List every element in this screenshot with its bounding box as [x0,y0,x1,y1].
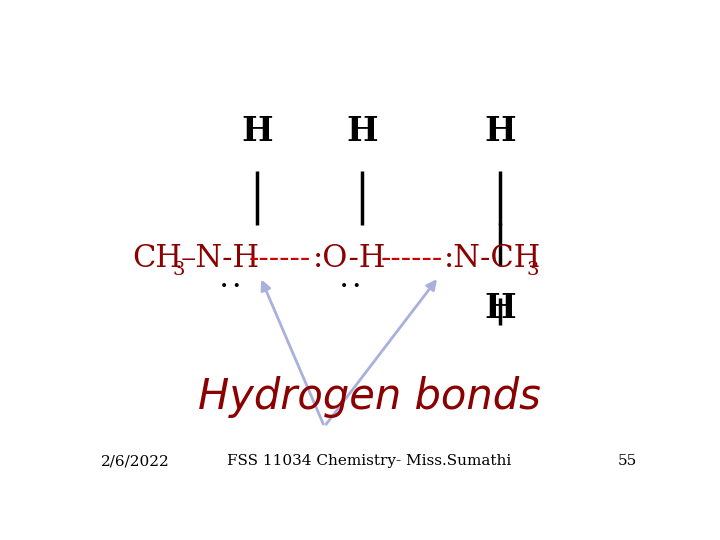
Text: –N-H: –N-H [181,242,259,274]
Text: ------: ------ [380,242,442,274]
Text: :N-CH: :N-CH [444,242,541,274]
Text: 3: 3 [526,261,539,279]
Text: H: H [346,115,377,148]
Text: Hydrogen bonds: Hydrogen bonds [197,376,541,419]
Text: 55: 55 [618,454,637,468]
Text: H: H [242,115,273,148]
Text: • •: • • [220,280,241,294]
Text: :O-H: :O-H [313,242,387,274]
Text: • •: • • [340,280,361,294]
Text: H: H [485,292,516,325]
Text: FSS 11034 Chemistry- Miss.Sumathi: FSS 11034 Chemistry- Miss.Sumathi [227,454,511,468]
Text: 3: 3 [173,261,185,279]
Text: ------: ------ [249,242,311,274]
Text: H: H [485,115,516,148]
Text: CH: CH [132,242,181,274]
Text: 2/6/2022: 2/6/2022 [101,454,170,468]
